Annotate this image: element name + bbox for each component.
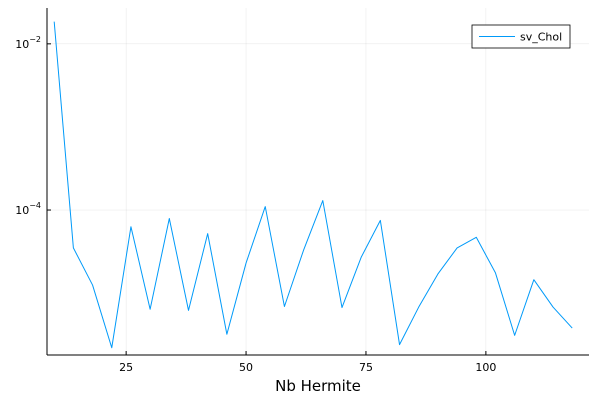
x-axis-title: Nb Hermite: [275, 377, 361, 395]
axes: [46, 8, 589, 356]
x-tick-label: 25: [119, 361, 133, 374]
series-line-sv-chol: [53, 21, 573, 349]
legend: sv_Chol: [471, 24, 571, 49]
series: [53, 21, 573, 349]
ticks: 25 50 75 100 10−2 10−4: [15, 35, 496, 374]
y-tick-label: 10−2: [15, 35, 41, 51]
legend-box: [471, 24, 571, 49]
legend-label-sv-chol: sv_Chol: [520, 31, 562, 44]
x-tick-label: 75: [359, 361, 373, 374]
x-tick-label: 50: [239, 361, 253, 374]
grid: [47, 8, 589, 355]
x-tick-label: 100: [475, 361, 496, 374]
y-tick-label: 10−4: [15, 201, 41, 217]
